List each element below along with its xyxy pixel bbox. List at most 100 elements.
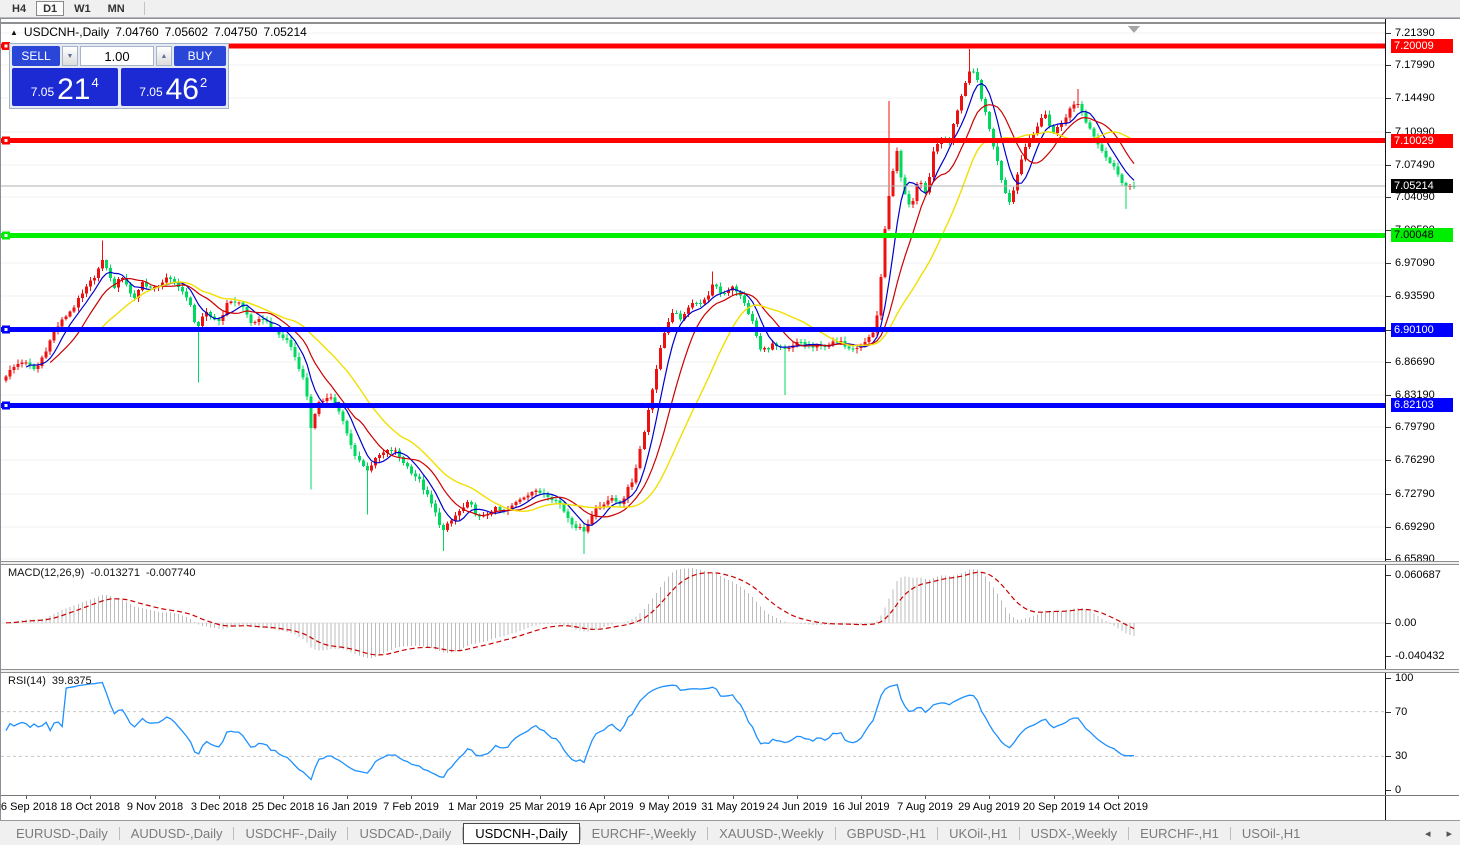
tab-ukoil-h1[interactable]: UKOil-,H1 <box>949 825 1008 841</box>
date-axis-tick <box>283 796 284 799</box>
date-axis-tick <box>411 796 412 799</box>
chart-title: ▲ USDCNH-,Daily 7.04760 7.05602 7.04750 … <box>10 25 307 39</box>
macd-indicator-label: MACD(12,26,9) -0.013271 -0.007740 <box>8 567 196 579</box>
date-axis-label: 20 Sep 2019 <box>1022 801 1086 813</box>
horizontal-level-line[interactable] <box>1 327 1385 332</box>
ohlc-close: 7.05214 <box>263 25 307 39</box>
tab-xauusd-weekly[interactable]: XAUUSD-,Weekly <box>719 825 824 841</box>
date-axis-label: 31 May 2019 <box>701 801 765 813</box>
timeframe-button-mn[interactable]: MN <box>107 2 125 15</box>
timeframe-toolbar: H4 D1 W1 MN <box>0 0 1460 18</box>
price-axis-tick: 6.93590 <box>1386 289 1435 303</box>
tab-gbpusd-h1[interactable]: GBPUSD-,H1 <box>846 825 927 841</box>
date-axis-label: 9 May 2019 <box>639 801 697 813</box>
macd-signal-value: -0.007740 <box>145 567 196 579</box>
rsi-name: RSI(14) <box>8 675 46 687</box>
tab-scroll-buttons: ◂ ▸ <box>1425 821 1452 845</box>
tab-divider <box>1018 826 1020 840</box>
date-axis-label: 1 Mar 2019 <box>448 801 504 813</box>
rsi-value: 39.8375 <box>51 675 92 687</box>
date-axis-tick <box>219 796 220 799</box>
horizontal-level-line[interactable] <box>1 43 1385 49</box>
date-axis-label: 9 Nov 2018 <box>126 801 184 813</box>
buy-button[interactable]: BUY <box>174 46 226 66</box>
tab-usoil-h1[interactable]: USOil-,H1 <box>1241 825 1301 841</box>
date-axis-label: 29 Aug 2019 <box>958 801 1020 813</box>
tab-eurchf-h1[interactable]: EURCHF-,H1 <box>1140 825 1219 841</box>
tab-divider <box>579 826 581 840</box>
tab-divider <box>118 826 120 840</box>
sell-price-prefix: 7.05 <box>30 85 55 99</box>
rsi-indicator-label: RSI(14) 39.8375 <box>8 675 92 687</box>
price-axis-tick: 7.17990 <box>1386 58 1435 72</box>
pane-splitter[interactable] <box>1 669 1459 673</box>
tab-divider <box>347 826 349 840</box>
price-level-badge: 6.82103 <box>1391 398 1453 412</box>
sell-button[interactable]: SELL <box>12 46 60 66</box>
date-axis-border <box>1 795 1459 796</box>
date-axis-label: 3 Dec 2018 <box>190 801 248 813</box>
price-level-badge: 7.10029 <box>1391 134 1453 148</box>
tab-audusd-daily[interactable]: AUDUSD-,Daily <box>130 825 223 841</box>
macd-name: MACD(12,26,9) <box>8 567 85 579</box>
price-level-badge: 7.20009 <box>1391 39 1453 53</box>
chart-shift-marker-icon[interactable] <box>1128 26 1140 33</box>
ohlc-high: 7.05602 <box>164 25 209 39</box>
volume-decrease-button[interactable]: ▼ <box>62 46 78 66</box>
scroll-tabs-right-icon[interactable]: ▸ <box>1446 828 1452 840</box>
price-axis: 7.21390 7.17990 7.14490 7.10990 7.07490 7.040… <box>1385 19 1460 821</box>
date-axis-label: 14 Oct 2019 <box>1088 801 1148 813</box>
ohlc-low: 7.04750 <box>214 25 258 39</box>
sell-price-button[interactable]: 7.05 21 4 <box>12 68 118 106</box>
date-axis-label: 7 Aug 2019 <box>897 801 953 813</box>
date-axis-tick <box>733 796 734 799</box>
sell-price-pips: 21 <box>57 73 91 106</box>
date-axis-tick <box>347 796 348 799</box>
date-axis-tick <box>989 796 990 799</box>
horizontal-level-line[interactable] <box>1 232 1385 238</box>
tab-eurchf-weekly[interactable]: EURCHF-,Weekly <box>591 825 697 841</box>
timeframe-button-d1[interactable]: D1 <box>36 1 65 16</box>
price-axis-tick: 7.21390 <box>1386 26 1435 40</box>
tab-usdcad-daily[interactable]: USDCAD-,Daily <box>359 825 452 841</box>
macd-axis-tick: 0.060687 <box>1386 568 1441 582</box>
date-axis-tick <box>925 796 926 799</box>
date-axis-label: 25 Dec 2018 <box>251 801 315 813</box>
tab-divider <box>1128 826 1130 840</box>
chart-tabs-bar: EURUSD-,Daily AUDUSD-,Daily USDCHF-,Daily U… <box>0 820 1460 845</box>
date-axis-tick <box>90 796 91 799</box>
price-axis-tick: 7.04090 <box>1386 190 1435 204</box>
tab-divider <box>937 826 939 840</box>
tab-divider <box>462 826 464 840</box>
buy-price-button[interactable]: 7.05 46 2 <box>120 68 226 106</box>
timeframe-button-h4[interactable]: H4 <box>12 2 27 15</box>
date-axis-label: 16 Jul 2019 <box>832 801 890 813</box>
tab-divider <box>834 826 836 840</box>
timeframe-button-w1[interactable]: W1 <box>74 2 91 15</box>
volume-input[interactable] <box>80 46 154 66</box>
tab-eurusd-daily[interactable]: EURUSD-,Daily <box>16 825 108 841</box>
date-axis-label: 16 Jan 2019 <box>316 801 378 813</box>
price-level-badge: 6.90100 <box>1391 323 1453 337</box>
pane-splitter[interactable] <box>1 561 1459 565</box>
date-axis-label: 7 Feb 2019 <box>383 801 439 813</box>
tab-usdcnh-daily[interactable]: USDCNH-,Daily <box>463 822 580 844</box>
volume-increase-button[interactable]: ▲ <box>156 46 172 66</box>
sell-price-point: 4 <box>91 75 99 90</box>
horizontal-level-line[interactable] <box>1 138 1385 144</box>
rsi-axis-tick: 0 <box>1386 783 1401 797</box>
buy-price-point: 2 <box>200 75 208 90</box>
tab-usdx-weekly[interactable]: USDX-,Weekly <box>1030 825 1118 841</box>
tab-divider <box>1229 826 1231 840</box>
collapse-arrow-icon[interactable]: ▲ <box>10 27 18 37</box>
price-axis-tick: 6.97090 <box>1386 256 1435 270</box>
chart-canvas[interactable] <box>1 19 1385 821</box>
scroll-tabs-left-icon[interactable]: ◂ <box>1424 828 1431 840</box>
date-axis-tick <box>26 796 27 799</box>
price-axis-tick: 6.72790 <box>1386 487 1435 501</box>
tab-usdchf-daily[interactable]: USDCHF-,Daily <box>245 825 337 841</box>
horizontal-level-line[interactable] <box>1 402 1385 408</box>
date-axis-tick <box>155 796 156 799</box>
